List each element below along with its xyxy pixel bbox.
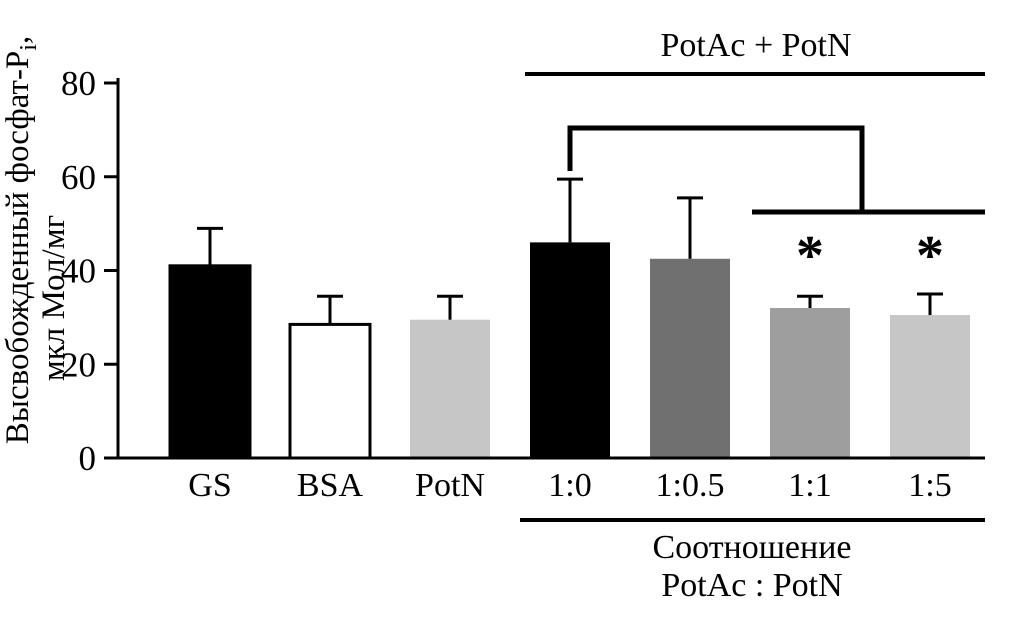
x-category-label-1:1: 1:1 xyxy=(788,467,831,504)
y-axis-label-line2: мкл Мол/мг xyxy=(36,215,72,381)
y-tick-label-60: 60 xyxy=(61,158,96,197)
bottom-group-label-line2: PotAc : PotN xyxy=(661,567,842,604)
bar-1:0.5 xyxy=(650,258,730,458)
x-category-label-BSA: BSA xyxy=(297,467,364,504)
y-axis-label-line1: Высвобожденный фосфат-Pi, xyxy=(0,36,42,444)
y-axis-label-comma: , xyxy=(0,36,36,44)
x-category-label-GS: GS xyxy=(188,467,231,504)
x-category-label-1:0: 1:0 xyxy=(548,467,591,504)
plot-area: 0 20 40 60 80 GS BSA PotN 1:0 1:0.5 1:1 1:5 xyxy=(61,64,985,504)
x-category-label-PotN: PotN xyxy=(415,467,485,504)
bar-GS xyxy=(168,264,252,460)
y-tick-label-0: 0 xyxy=(79,439,97,478)
y-tick-label-40: 40 xyxy=(61,252,96,291)
significance-asterisk-1:5: * xyxy=(916,225,944,287)
x-category-label-1:5: 1:5 xyxy=(908,467,951,504)
y-tick-label-20: 20 xyxy=(61,345,96,384)
bottom-group-label-line1: Соотношение xyxy=(652,529,851,566)
top-group-label: PotAc + PotN xyxy=(660,27,851,64)
bar-1:5 xyxy=(890,315,970,458)
y-axis-label-main: Высвобожденный фосфат-P xyxy=(0,51,36,445)
x-category-label-1:0.5: 1:0.5 xyxy=(656,467,725,504)
bar-1:1 xyxy=(770,308,850,458)
bar-BSA xyxy=(288,322,372,460)
y-tick-label-80: 80 xyxy=(61,64,96,103)
significance-asterisk-1:1: * xyxy=(796,225,824,287)
bar-PotN xyxy=(410,319,490,458)
annotations-layer: * * xyxy=(520,72,985,522)
y-axis-label-subscript: i xyxy=(16,44,42,51)
bar-1:0 xyxy=(530,242,610,458)
